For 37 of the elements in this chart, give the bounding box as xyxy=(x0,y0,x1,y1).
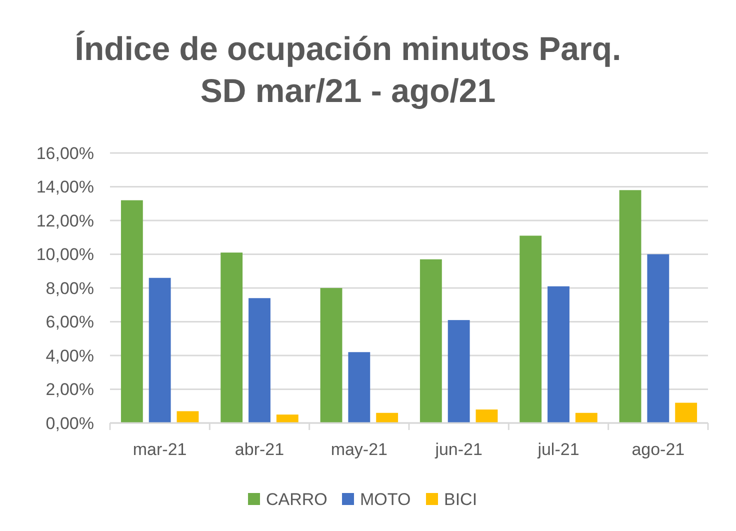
y-tick-label: 8,00% xyxy=(46,278,94,298)
legend-label: BICI xyxy=(444,490,478,509)
bar xyxy=(520,236,542,423)
bar xyxy=(248,298,270,423)
y-tick-label: 0,00% xyxy=(46,414,94,433)
x-tick-label: may-21 xyxy=(330,440,388,459)
x-tick-label: ago-21 xyxy=(632,440,685,459)
bar xyxy=(675,402,698,423)
legend-label: CARRO xyxy=(266,490,328,509)
bar xyxy=(176,411,199,423)
x-tick-label: mar-21 xyxy=(132,440,187,459)
y-tick-label: 12,00% xyxy=(36,211,94,230)
chart-title: Índice de ocupación minutos Parq. SD mar/21 - ago/21 xyxy=(74,30,622,109)
bar xyxy=(348,352,370,423)
y-tick-label: 4,00% xyxy=(46,346,94,366)
bar xyxy=(376,412,398,423)
bar xyxy=(548,286,570,423)
y-tick-label: 6,00% xyxy=(46,312,94,332)
bar xyxy=(575,412,598,423)
bar xyxy=(420,259,442,423)
y-tick-label: 2,00% xyxy=(46,380,94,400)
bar xyxy=(448,320,470,423)
bar xyxy=(120,200,143,423)
x-tick-label: jul-21 xyxy=(536,440,580,459)
bar xyxy=(320,288,342,423)
x-tick-label: jun-21 xyxy=(434,440,482,459)
bar xyxy=(148,278,171,423)
bar xyxy=(647,254,670,423)
y-tick-label: 16,00% xyxy=(36,144,94,163)
bar xyxy=(220,252,243,423)
bar xyxy=(476,410,498,423)
legend-label: MOTO xyxy=(360,490,411,509)
x-tick-label: abr-21 xyxy=(234,440,284,459)
y-tick-label: 14,00% xyxy=(36,178,94,197)
bar xyxy=(276,414,298,423)
bar xyxy=(619,190,642,423)
y-tick-label: 10,00% xyxy=(36,245,94,264)
